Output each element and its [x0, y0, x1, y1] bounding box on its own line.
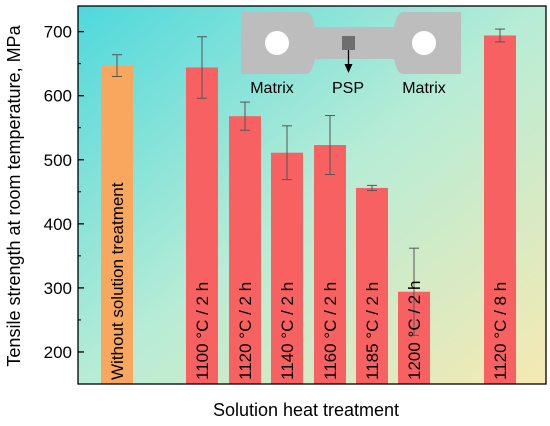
y-tick-label-400: 400	[44, 215, 72, 234]
y-tick-label-700: 700	[44, 23, 72, 42]
inset-label-matrix-left: Matrix	[250, 80, 294, 97]
bar-label-3: 1120 °C / 2 h	[236, 282, 255, 380]
bar-6	[356, 187, 388, 384]
bar-5	[314, 145, 346, 384]
bar-4	[271, 152, 303, 384]
plot-frame	[77, 5, 547, 385]
specimen-hole-left	[265, 31, 289, 55]
bars-group	[101, 35, 516, 385]
bar-2	[186, 67, 218, 385]
plot-area	[78, 6, 546, 384]
psp-arrow-head	[344, 64, 353, 73]
x-axis-label: Solution heat treatment	[213, 400, 399, 420]
y-tick-label-200: 200	[44, 343, 72, 362]
bar-label-8: 1120 °C / 8 h	[491, 282, 510, 380]
y-tick-label-300: 300	[44, 279, 72, 298]
error-bars-group	[112, 28, 505, 336]
bar-label-7: 1200 °C / 2 h	[405, 281, 424, 380]
bar-1	[101, 65, 133, 384]
bar-label-1: Without solution treatment	[108, 182, 127, 380]
bar-3	[229, 116, 261, 385]
y-tick-label-500: 500	[44, 151, 72, 170]
specimen-inset: Matrix PSP Matrix	[241, 12, 461, 97]
bar-labels-group: Without solution treatment 1100 °C / 2 h 1…	[108, 182, 510, 380]
bar-8	[484, 35, 516, 384]
bar-label-4: 1140 °C / 2 h	[278, 282, 297, 380]
bar-label-2: 1100 °C / 2 h	[193, 282, 212, 380]
psp-region	[342, 36, 355, 50]
inset-label-matrix-right: Matrix	[402, 80, 446, 97]
inset-label-psp: PSP	[332, 80, 364, 97]
y-axis-ticks: 200 300 400 500 600 700	[44, 23, 84, 362]
y-axis-label: Tensile strength at room temperature, MP…	[4, 24, 24, 366]
y-tick-label-600: 600	[44, 87, 72, 106]
specimen-hole-right	[412, 31, 436, 55]
bar-label-5: 1160 °C / 2 h	[321, 282, 340, 380]
bar-label-6: 1185 °C / 2 h	[363, 282, 382, 380]
